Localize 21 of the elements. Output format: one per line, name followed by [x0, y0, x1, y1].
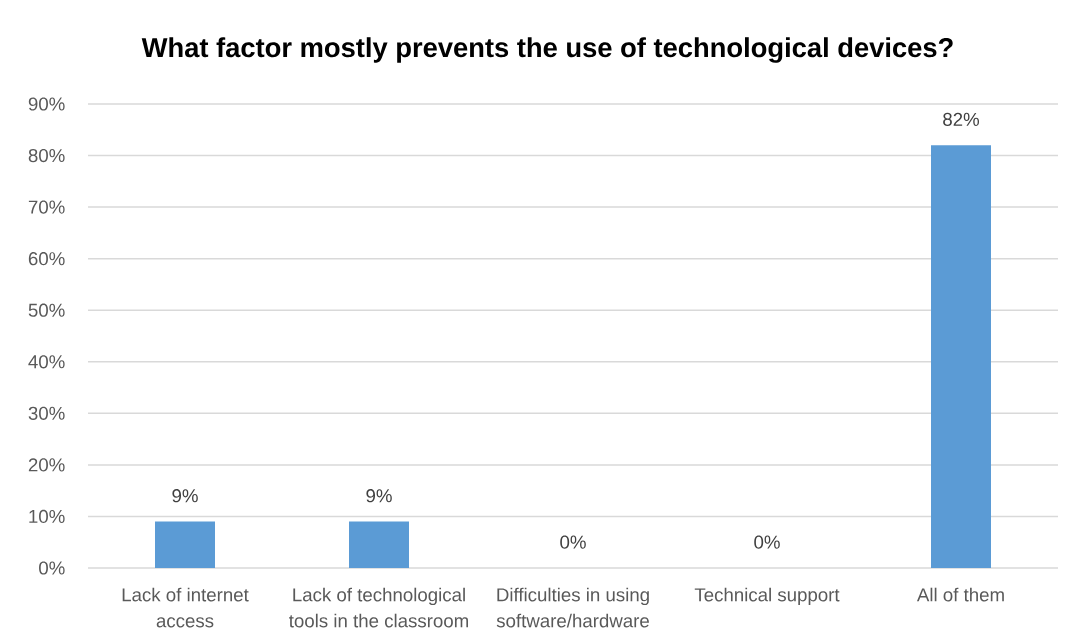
data-label: 9%: [366, 489, 392, 503]
y-tick-label: 90%: [28, 97, 65, 111]
y-tick-label: 10%: [29, 509, 65, 524]
x-tick-label: Difficulties in using software/hardware: [496, 587, 649, 628]
data-label: 9%: [172, 489, 198, 503]
x-tick-label: Lack of technological tools in the classroom: [289, 587, 468, 628]
y-tick-label: 20%: [28, 458, 65, 472]
data-label: 82%: [943, 112, 980, 126]
y-tick-label: 50%: [28, 303, 65, 317]
y-tick-label: 80%: [28, 148, 65, 163]
x-tick-label: All of them: [916, 587, 1004, 602]
y-tick-label: 30%: [28, 406, 65, 420]
x-tick-label: Lack of internet access: [122, 587, 249, 628]
data-label: 0%: [560, 535, 586, 549]
y-tick-label: 70%: [28, 200, 65, 214]
chart-title: What factor mostly prevents the use of technological devices?: [141, 37, 953, 63]
y-tick-label: 0%: [39, 561, 65, 575]
y-tick-label: 40%: [28, 355, 65, 369]
data-label: 0%: [754, 535, 780, 549]
x-tick-label: Technical support: [694, 587, 840, 606]
y-tick-label: 60%: [28, 252, 65, 266]
